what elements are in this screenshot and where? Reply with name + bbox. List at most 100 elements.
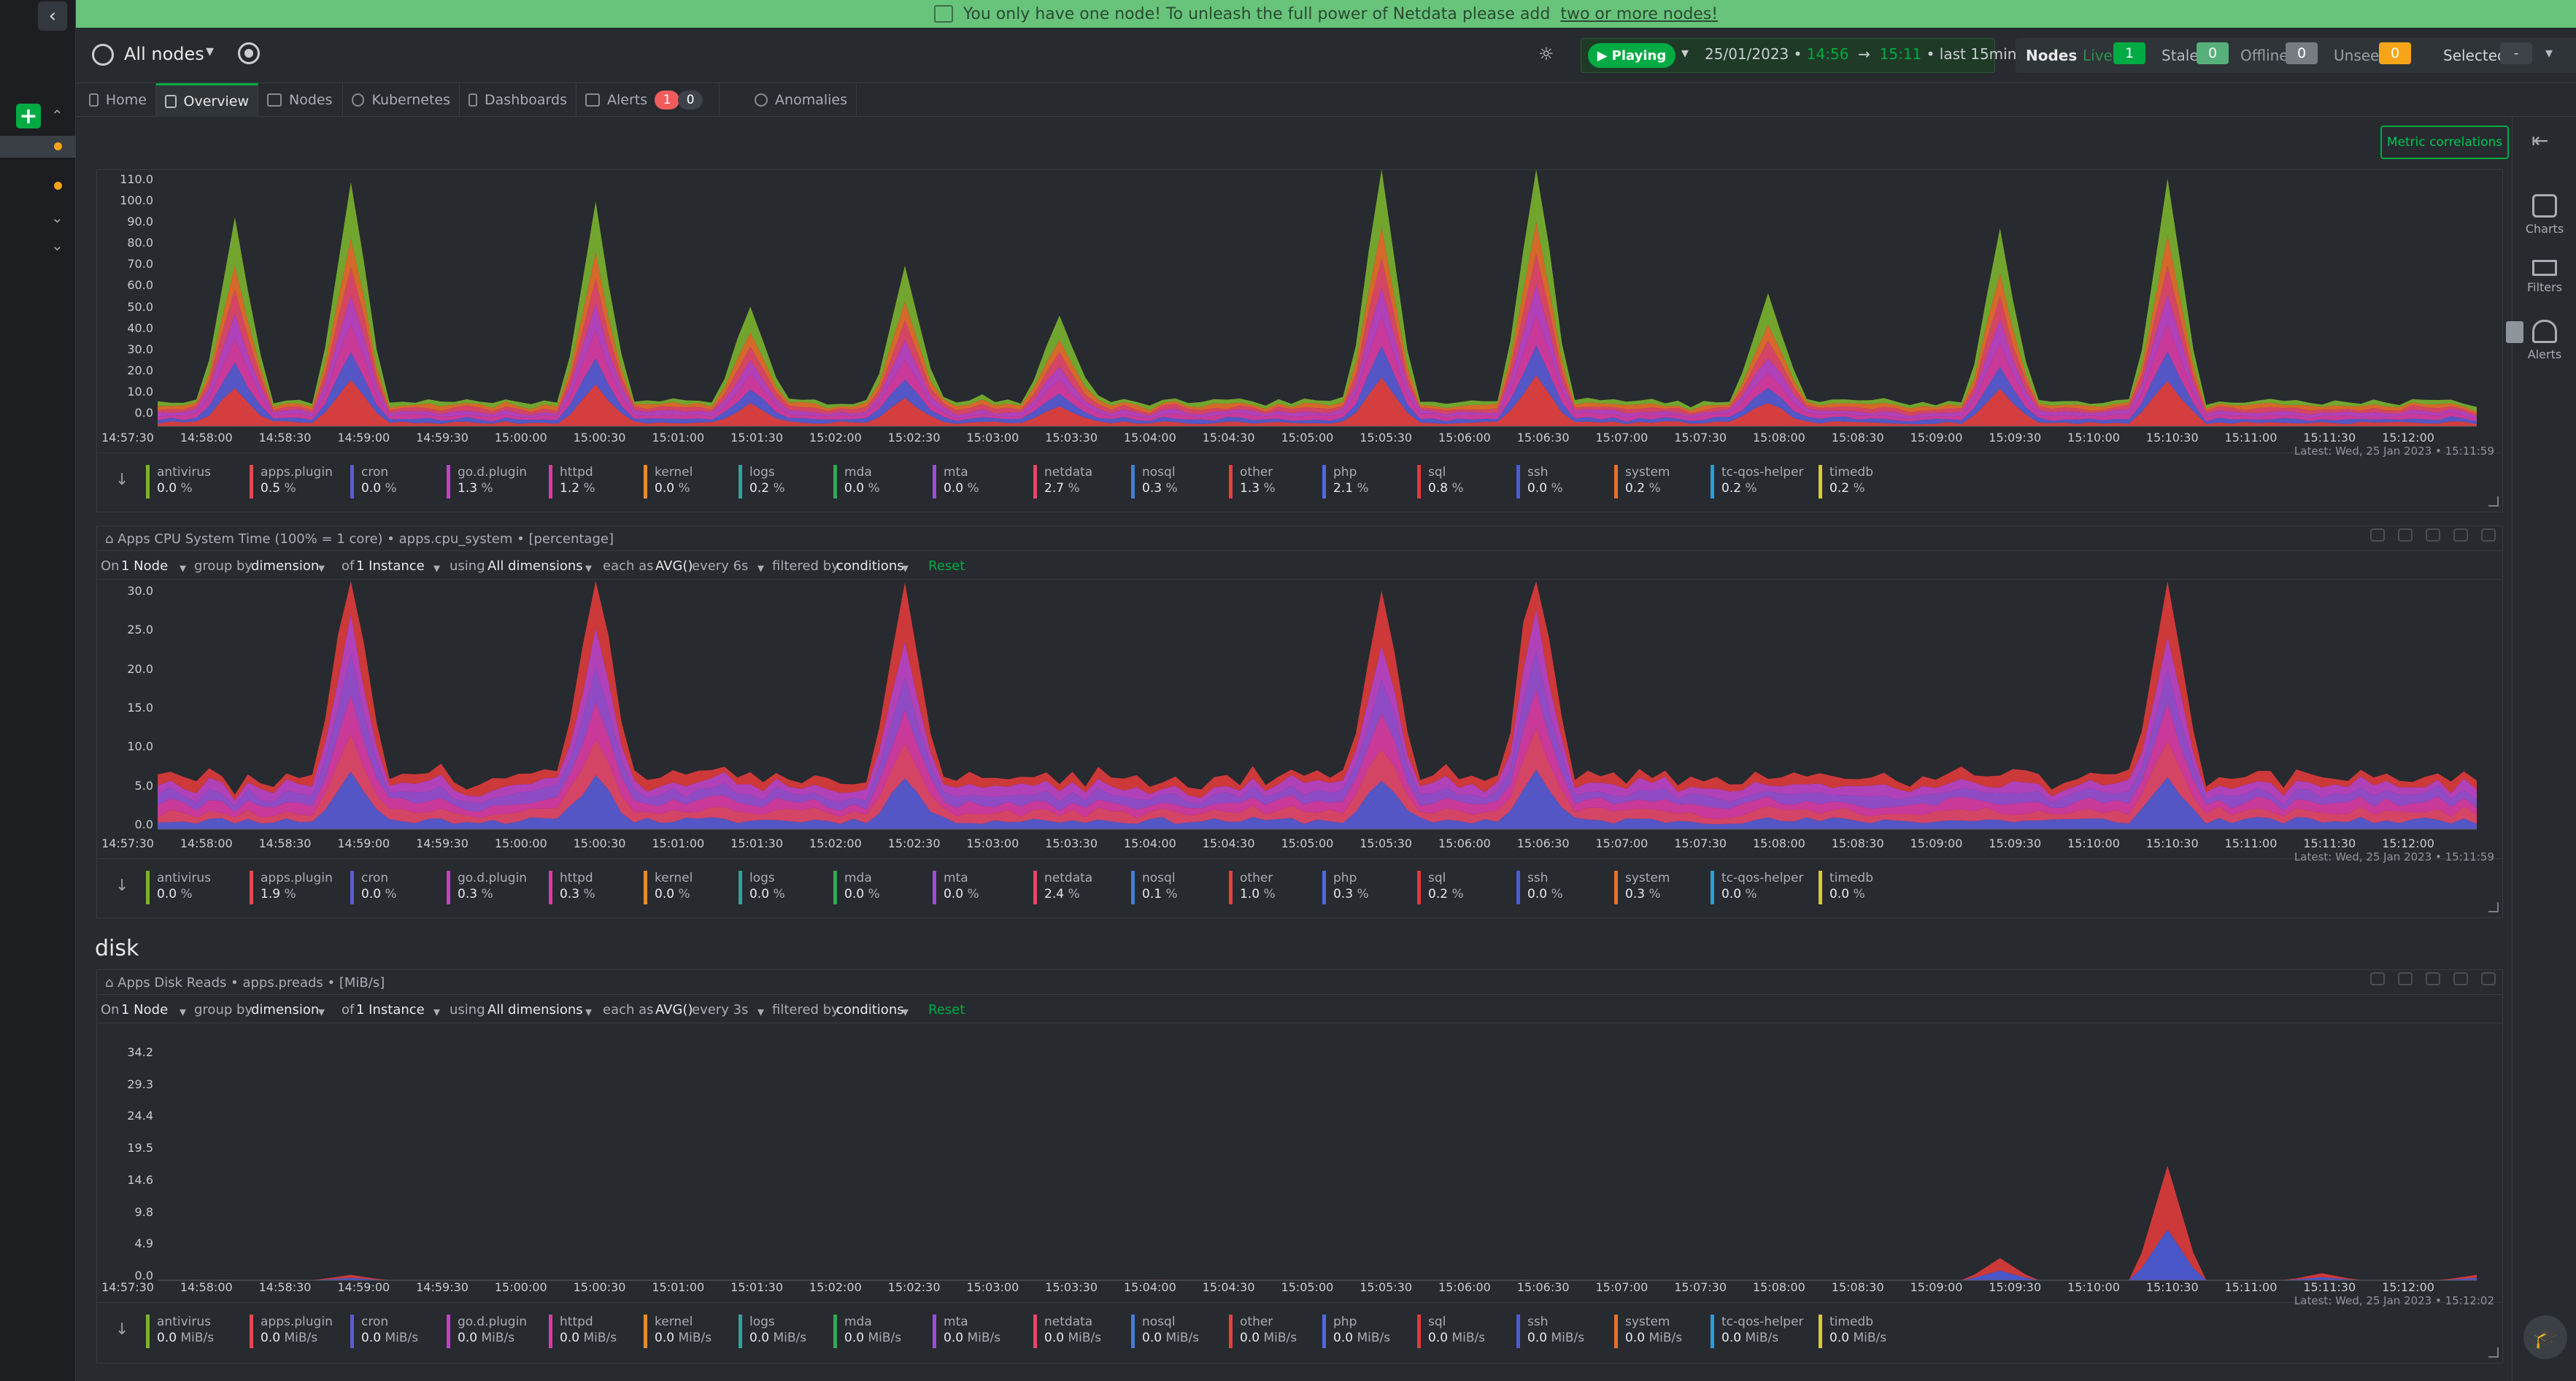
legend-item-mta[interactable]: mta 0.0 % [933,871,979,904]
time-range[interactable]: 25/01/2023 • 14:56 → 15:11 • last 15min [1705,45,2017,63]
legend-item-mda[interactable]: mda 0.0 % [833,871,880,904]
legend-item-httpd[interactable]: httpd 0.3 % [549,871,595,904]
legend-item-logs[interactable]: logs 0.2 % [739,465,785,499]
control-instance[interactable]: 1 Instance [356,558,425,574]
control-node[interactable]: 1 Node [121,558,169,574]
sort-arrow-icon[interactable]: ↓ [115,471,129,489]
control-dim[interactable]: dimension [251,558,320,574]
legend-item-httpd[interactable]: httpd 0.0 MiB/s [549,1315,617,1348]
legend-item-other[interactable]: other 0.0 MiB/s [1229,1315,1297,1348]
legend-item-mta[interactable]: mta 0.0 % [933,465,979,499]
control-reset[interactable]: Reset [928,558,965,574]
caret-down-icon[interactable]: ▾ [902,1004,909,1020]
legend-item-antivirus[interactable]: antivirus 0.0 % [146,465,211,499]
offline-count-badge[interactable]: 0 [2286,42,2318,64]
legend-item-tc-qos-helper[interactable]: tc-qos-helper 0.0 MiB/s [1711,1315,1804,1348]
legend-item-system[interactable]: system 0.2 % [1614,465,1670,499]
room-settings-icon[interactable] [238,42,260,64]
caret-down-icon[interactable]: ▾ [2545,44,2553,61]
chart-plot-area[interactable] [158,1025,2477,1281]
legend-item-apps-plugin[interactable]: apps.plugin 0.5 % [250,465,333,499]
collapse-right-panel-icon[interactable]: ⇤ [2531,128,2549,153]
legend-item-go-d-plugin[interactable]: go.d.plugin 0.0 MiB/s [447,1315,527,1348]
caret-down-icon[interactable]: ▾ [585,561,593,576]
scrollbar-thumb[interactable] [2506,321,2523,343]
charts-panel-button[interactable]: Charts [2513,194,2576,236]
rail-active-room[interactable] [0,136,76,158]
legend-item-antivirus[interactable]: antivirus 0.0 MiB/s [146,1315,214,1348]
resize-handle[interactable] [2488,902,2499,912]
legend-item-httpd[interactable]: httpd 1.2 % [549,465,595,499]
chart-plot-area[interactable] [158,169,2477,427]
info-icon[interactable] [2370,528,2385,542]
playing-button[interactable]: ▶ Playing [1588,43,1675,68]
sort-arrow-icon[interactable]: ↓ [115,877,129,895]
chevron-up-icon[interactable]: ⌃ [51,107,63,124]
unseen-count-badge[interactable]: 0 [2379,42,2411,64]
caret-down-icon[interactable]: ▾ [180,561,187,576]
legend-item-other[interactable]: other 1.0 % [1229,871,1276,904]
tab-overview[interactable]: Overview [156,83,258,117]
legend-item-timedb[interactable]: timedb 0.0 % [1819,871,1873,904]
chart-plot-area[interactable] [158,581,2477,830]
fullscreen-icon[interactable] [2453,972,2468,985]
selected-value[interactable]: - [2500,42,2532,64]
more-icon[interactable] [2481,972,2496,985]
caret-down-icon[interactable]: ▾ [318,561,325,576]
tab-alerts[interactable]: Alerts 1 0 [576,83,720,117]
link-icon[interactable] [2426,972,2440,985]
room-name[interactable]: All nodes [124,44,204,64]
tab-dashboards[interactable]: Dashboards [460,83,576,117]
tab-home[interactable]: Home [80,83,156,117]
tab-anomalies[interactable]: Anomalies [746,83,857,117]
add-space-button[interactable]: + [16,104,41,129]
control-cond[interactable]: conditions [836,1002,904,1018]
legend-item-sql[interactable]: sql 0.2 % [1417,871,1464,904]
sort-arrow-icon[interactable]: ↓ [115,1320,129,1339]
legend-item-tc-qos-helper[interactable]: tc-qos-helper 0.0 % [1711,871,1804,904]
legend-item-netdata[interactable]: netdata 2.7 % [1033,465,1092,499]
tab-nodes[interactable]: Nodes [258,83,343,117]
legend-item-apps-plugin[interactable]: apps.plugin 1.9 % [250,871,333,904]
legend-item-php[interactable]: php 0.3 % [1322,871,1369,904]
critical-alerts-badge[interactable]: 1 [655,91,680,109]
control-dim[interactable]: dimension [251,1002,320,1018]
legend-item-nosql[interactable]: nosql 0.3 % [1131,465,1178,499]
control-node[interactable]: 1 Node [121,1002,169,1018]
legend-item-nosql[interactable]: nosql 0.1 % [1131,871,1178,904]
add-nodes-link[interactable]: two or more nodes! [1560,4,1719,23]
chevron-down-icon[interactable]: ⌄ [51,209,63,226]
legend-item-other[interactable]: other 1.3 % [1229,465,1276,499]
settings-icon[interactable] [2398,972,2413,985]
caret-down-icon[interactable]: ▾ [206,42,215,61]
link-icon[interactable] [2426,528,2440,542]
legend-item-kernel[interactable]: kernel 0.0 % [644,871,693,904]
legend-item-ssh[interactable]: ssh 0.0 % [1516,465,1563,499]
legend-item-mta[interactable]: mta 0.0 MiB/s [933,1315,1000,1348]
caret-down-icon[interactable]: ▾ [902,561,909,576]
legend-item-tc-qos-helper[interactable]: tc-qos-helper 0.2 % [1711,465,1804,499]
legend-item-sql[interactable]: sql 0.8 % [1417,465,1464,499]
legend-item-sql[interactable]: sql 0.0 MiB/s [1417,1315,1485,1348]
caret-down-icon[interactable]: ▾ [585,1004,593,1020]
control-agg[interactable]: AVG() [655,1002,693,1018]
filters-panel-button[interactable]: Filters [2513,260,2576,294]
legend-item-apps-plugin[interactable]: apps.plugin 0.0 MiB/s [250,1315,333,1348]
tab-kubernetes[interactable]: Kubernetes [343,83,460,117]
legend-item-ssh[interactable]: ssh 0.0 % [1516,871,1563,904]
control-agg[interactable]: AVG() [655,558,693,574]
legend-item-timedb[interactable]: timedb 0.2 % [1819,465,1873,499]
control-every[interactable]: every 6s [692,558,749,574]
collapse-sidebar-button[interactable]: ‹ [38,1,67,31]
legend-item-cron[interactable]: cron 0.0 % [350,871,397,904]
caret-down-icon[interactable]: ▾ [318,1004,325,1020]
caret-down-icon[interactable]: ▾ [433,561,441,576]
live-count-badge[interactable]: 1 [2113,42,2145,64]
legend-item-antivirus[interactable]: antivirus 0.0 % [146,871,211,904]
more-icon[interactable] [2481,528,2496,542]
control-all-dims[interactable]: All dimensions [487,558,583,574]
legend-item-system[interactable]: system 0.3 % [1614,871,1670,904]
legend-item-go-d-plugin[interactable]: go.d.plugin 0.3 % [447,871,527,904]
caret-down-icon[interactable]: ▾ [433,1004,441,1020]
info-icon[interactable] [2370,972,2385,985]
